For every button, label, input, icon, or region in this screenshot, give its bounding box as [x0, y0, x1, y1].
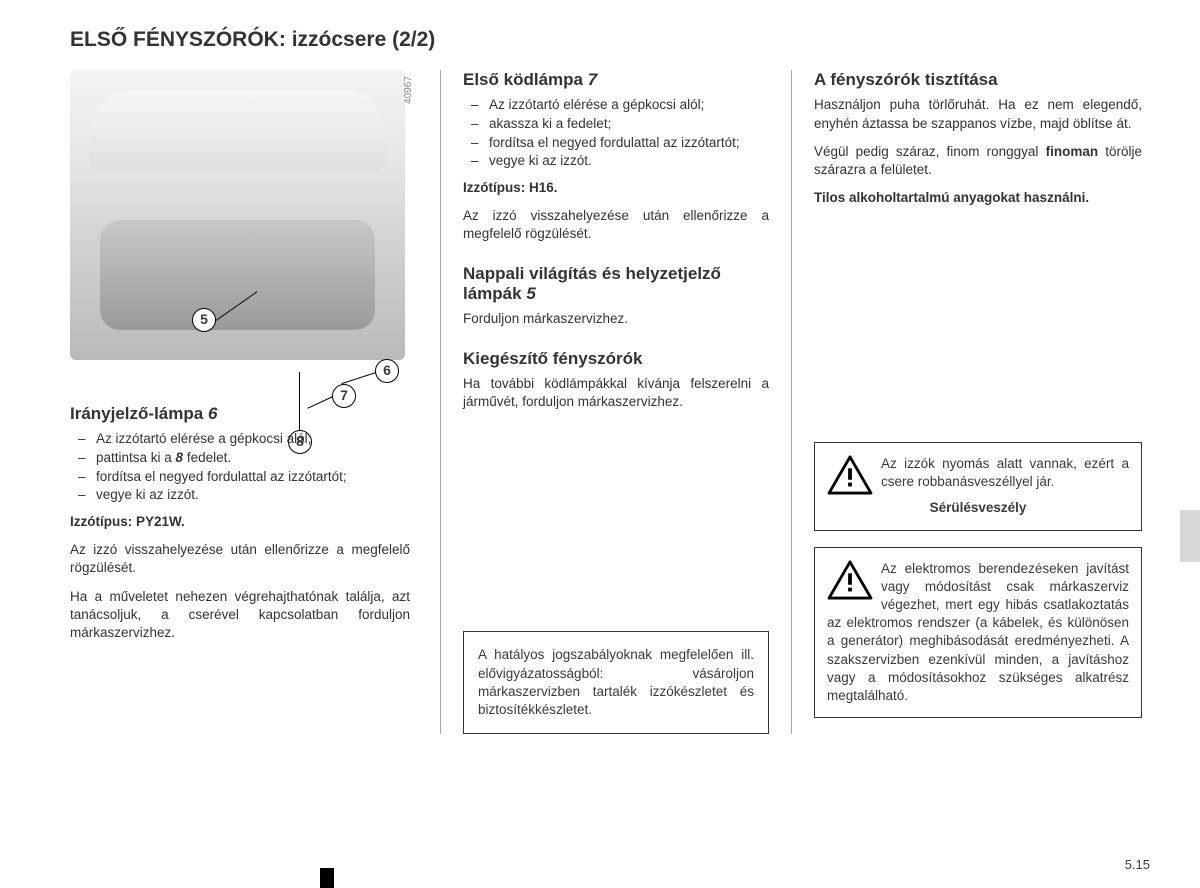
heading-fog: Első ködlámpa 7 [463, 70, 769, 90]
clean-p2b: finoman [1046, 144, 1099, 159]
warning-box-1: Az izzók nyomás alatt vannak, ezért a cs… [814, 442, 1142, 531]
step-num: 8 [176, 450, 184, 465]
heading-indicator-num: 6 [208, 404, 217, 423]
step: fordítsa el negyed fordulattal az izzóta… [86, 468, 410, 487]
legal-note-box: A hatályos jogszabályoknak megfelelően i… [463, 631, 769, 734]
car-figure: 40967 5 6 7 8 [70, 70, 405, 390]
clean-p2: Végül pedig száraz, finom ronggyal finom… [814, 143, 1142, 179]
step: Az izzótartó elérése a gépkocsi alól; [479, 96, 769, 115]
warning-box-2: Az elektromos berendezéseken javítást va… [814, 547, 1142, 719]
step: fordítsa el negyed fordulattal az izzóta… [479, 134, 769, 153]
warning-icon [827, 560, 873, 600]
page-title: ELSŐ FÉNYSZÓRÓK: izzócsere (2/2) [70, 28, 1150, 52]
clean-p1: Használjon puha törlőruhát. Ha ez nem el… [814, 96, 1142, 132]
step-text: pattintsa ki a [96, 450, 176, 465]
clean-p3: Tilos alkoholtartalmú anyagokat használn… [814, 189, 1142, 207]
bulb-type: Izzótípus: H16. [463, 179, 769, 197]
warning-1-strong: Sérülésveszély [827, 499, 1129, 517]
step: vegye ki az izzót. [86, 486, 410, 505]
callout-5: 5 [192, 308, 216, 332]
heading-additional: Kiegészítő fényszórók [463, 349, 769, 369]
bulb-type: Izzótípus: PY21W. [70, 513, 410, 531]
columns: 40967 5 6 7 8 Irányjelző-lámpa 6 Az izzó… [70, 70, 1150, 734]
callout-6: 6 [375, 359, 399, 383]
legal-note-text: A hatályos jogszabályoknak megfelelően i… [478, 647, 754, 717]
heading-drl-text: Nappali világítás és helyzetjelző lámpák [463, 264, 721, 303]
callout-7: 7 [332, 384, 356, 408]
heading-indicator-text: Irányjelző-lámpa [70, 404, 208, 423]
step: vegye ki az izzót. [479, 152, 769, 171]
spacer [814, 217, 1142, 441]
step: pattintsa ki a 8 fedelet. [86, 449, 410, 468]
warning-icon [827, 455, 873, 495]
page-number: 5.15 [1125, 857, 1150, 872]
heading-drl-num: 5 [526, 284, 535, 303]
additional-text: Ha további ködlámpákkal kívánja felszere… [463, 375, 769, 411]
side-tab [1180, 510, 1200, 562]
heading-fog-text: Első ködlámpa [463, 70, 588, 89]
leader-6 [342, 372, 377, 384]
step-text2: fedelet. [183, 450, 231, 465]
drl-text: Forduljon márkaszervizhez. [463, 310, 769, 328]
heading-cleaning: A fényszórók tisztítása [814, 70, 1142, 90]
leader-8 [299, 372, 300, 432]
step: akassza ki a fedelet; [479, 115, 769, 134]
car-illustration [70, 70, 405, 360]
check-note: Az izzó visszahelyezése után ellenőrizze… [70, 541, 410, 577]
heading-drl: Nappali világítás és helyzetjelző lámpák… [463, 264, 769, 305]
check-note: Az izzó visszahelyezése után ellenőrizze… [463, 207, 769, 243]
fog-steps: Az izzótartó elérése a gépkocsi alól; ak… [463, 96, 769, 171]
image-code: 40967 [403, 76, 414, 104]
advice-note: Ha a műveletet nehezen végrehajthatónak … [70, 588, 410, 643]
title-main: ELSŐ FÉNYSZÓRÓK: [70, 28, 286, 51]
indicator-steps: Az izzótartó elérése a gépkocsi alól; pa… [70, 430, 410, 505]
warning-1-text: Az izzók nyomás alatt vannak, ezért a cs… [881, 456, 1129, 489]
column-1: 40967 5 6 7 8 Irányjelző-lámpa 6 Az izzó… [70, 70, 410, 734]
column-2: Első ködlámpa 7 Az izzótartó elérése a g… [440, 70, 792, 734]
print-mark [320, 868, 334, 888]
title-sub: izzócsere (2/2) [292, 28, 436, 51]
step: Az izzótartó elérése a gépkocsi alól; [86, 430, 410, 449]
heading-fog-num: 7 [588, 70, 597, 89]
heading-indicator: Irányjelző-lámpa 6 [70, 404, 410, 424]
clean-p2a: Végül pedig száraz, finom ronggyal [814, 144, 1046, 159]
column-3: A fényszórók tisztítása Használjon puha … [792, 70, 1142, 734]
